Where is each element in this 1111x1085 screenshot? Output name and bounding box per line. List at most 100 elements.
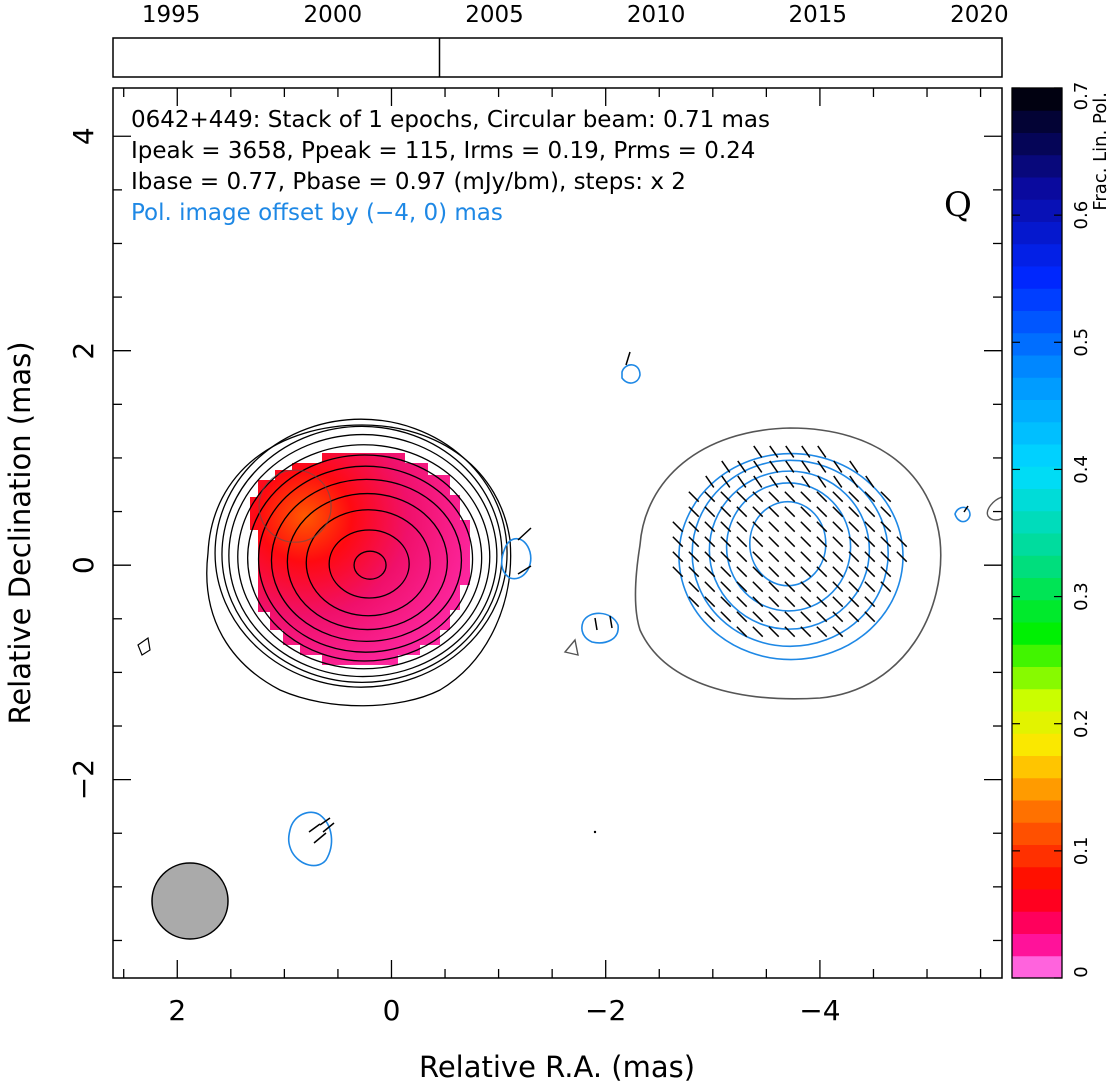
evpa-tick (736, 581, 748, 593)
evpa-tick (768, 491, 780, 503)
base-contour-grey (634, 427, 942, 700)
evpa-tick (768, 626, 780, 638)
colorbar-segment (1012, 154, 1062, 178)
colorbar-segments (1012, 88, 1062, 979)
evpa-tick (864, 521, 876, 533)
evpa-tick (704, 581, 716, 593)
evpa-tick (752, 506, 764, 518)
evpa-tick (848, 611, 860, 623)
colorbar-label: Frac. Lin. Pol. (1090, 92, 1111, 211)
evpa-tick (801, 475, 811, 488)
intensity-contour (270, 478, 463, 643)
evpa-tick (817, 475, 827, 488)
evpa-tick (752, 536, 764, 548)
intensity-contour (228, 433, 498, 678)
evpa-tick (880, 536, 892, 548)
colorbar-tick-label: 0.1 (1071, 837, 1092, 866)
evpa-tick (704, 521, 716, 533)
evpa-tick (769, 460, 779, 473)
evpa-tick (769, 475, 779, 488)
evpa-tick (704, 506, 716, 518)
year-label: 2020 (950, 2, 1009, 28)
evpa-tick (832, 581, 844, 593)
evpa-tick (848, 566, 860, 578)
evpa-tick (816, 551, 828, 563)
evpa-tick (720, 566, 732, 578)
colorbar-tick-label: 0.3 (1071, 582, 1092, 611)
evpa-tick (864, 551, 876, 563)
colorbar-segment (1012, 199, 1062, 222)
evpa-tick (753, 475, 763, 488)
frac-pol-image (250, 453, 470, 665)
colorbar-segment (1012, 355, 1062, 378)
evpa-tick (688, 521, 700, 533)
evpa-tick (817, 460, 827, 473)
evpa-tick (848, 506, 860, 518)
year-label: 2000 (304, 2, 363, 28)
core-ring (258, 469, 332, 543)
intensity-contour (328, 529, 410, 599)
evpa-tick (768, 596, 780, 608)
evpa-tick (832, 536, 844, 548)
colorbar-tick-label: 0.6 (1071, 201, 1092, 230)
dot-marker (593, 830, 597, 834)
evpa-tick (864, 596, 876, 608)
y-tick-label: 2 (67, 342, 100, 360)
evpa-tick (752, 521, 764, 533)
colorbar-segment (1012, 488, 1062, 512)
evpa-tick (720, 611, 732, 623)
annotation-line-3: Ibase = 0.77, Pbase = 0.97 (mJy/bm), ste… (131, 169, 686, 195)
evpa-tick (672, 521, 684, 533)
colorbar-segment (1012, 377, 1062, 400)
evpa-tick (720, 521, 732, 533)
evpa-vectors (672, 445, 908, 638)
evpa-tick (848, 551, 860, 563)
evpa-tick (784, 491, 796, 503)
colorbar-segment (1012, 911, 1062, 934)
evpa-tick (800, 536, 812, 548)
y-tick-label: 0 (67, 556, 100, 574)
evpa-tick (688, 551, 700, 563)
colorbar-segment (1012, 777, 1062, 801)
year-labels: 1995 2000 2005 2010 2015 2020 (142, 2, 1009, 28)
intensity-contour (247, 454, 483, 662)
evpa-tick (864, 536, 876, 548)
colorbar-segment (1012, 622, 1062, 645)
evpa-tick (784, 521, 796, 533)
evpa-tick (800, 566, 812, 578)
evpa-tick (704, 491, 716, 503)
evpa-tick (849, 475, 859, 488)
colorbar-segment (1012, 822, 1062, 845)
x-tick-label: 2 (168, 994, 186, 1027)
evpa-tick (720, 506, 732, 518)
evpa-tick (752, 626, 764, 638)
colorbar-segment (1012, 132, 1062, 156)
y-tick-label: 4 (67, 127, 100, 145)
pol-intensity-contours (678, 452, 904, 661)
evpa-tick (688, 491, 700, 503)
evpa-tick (848, 521, 860, 533)
pol-contour (691, 459, 889, 648)
evpa-tick (784, 536, 796, 548)
evpa-tick (672, 566, 684, 578)
evpa-tick (720, 581, 732, 593)
grey-small-contour-1 (563, 638, 579, 656)
axis-ticks (113, 88, 1002, 978)
evpa-tick (768, 536, 780, 548)
colorbar-segment (1012, 399, 1062, 423)
colorbar-segment (1012, 577, 1062, 601)
year-label: 2015 (788, 2, 847, 28)
evpa-tick (865, 475, 875, 488)
map-frame (112, 87, 1003, 979)
colorbar-segment (1012, 755, 1062, 779)
evpa-tick (704, 566, 716, 578)
evpa-tick (800, 491, 812, 503)
intensity-contour (237, 444, 491, 670)
evpa-tick (880, 581, 892, 593)
evpa-tick (848, 491, 860, 503)
evpa-tick (816, 596, 828, 608)
colorbar-frame (1011, 87, 1063, 979)
evpa-tick (784, 596, 796, 608)
evpa-tick (816, 611, 828, 623)
evpa-tick (705, 475, 715, 488)
